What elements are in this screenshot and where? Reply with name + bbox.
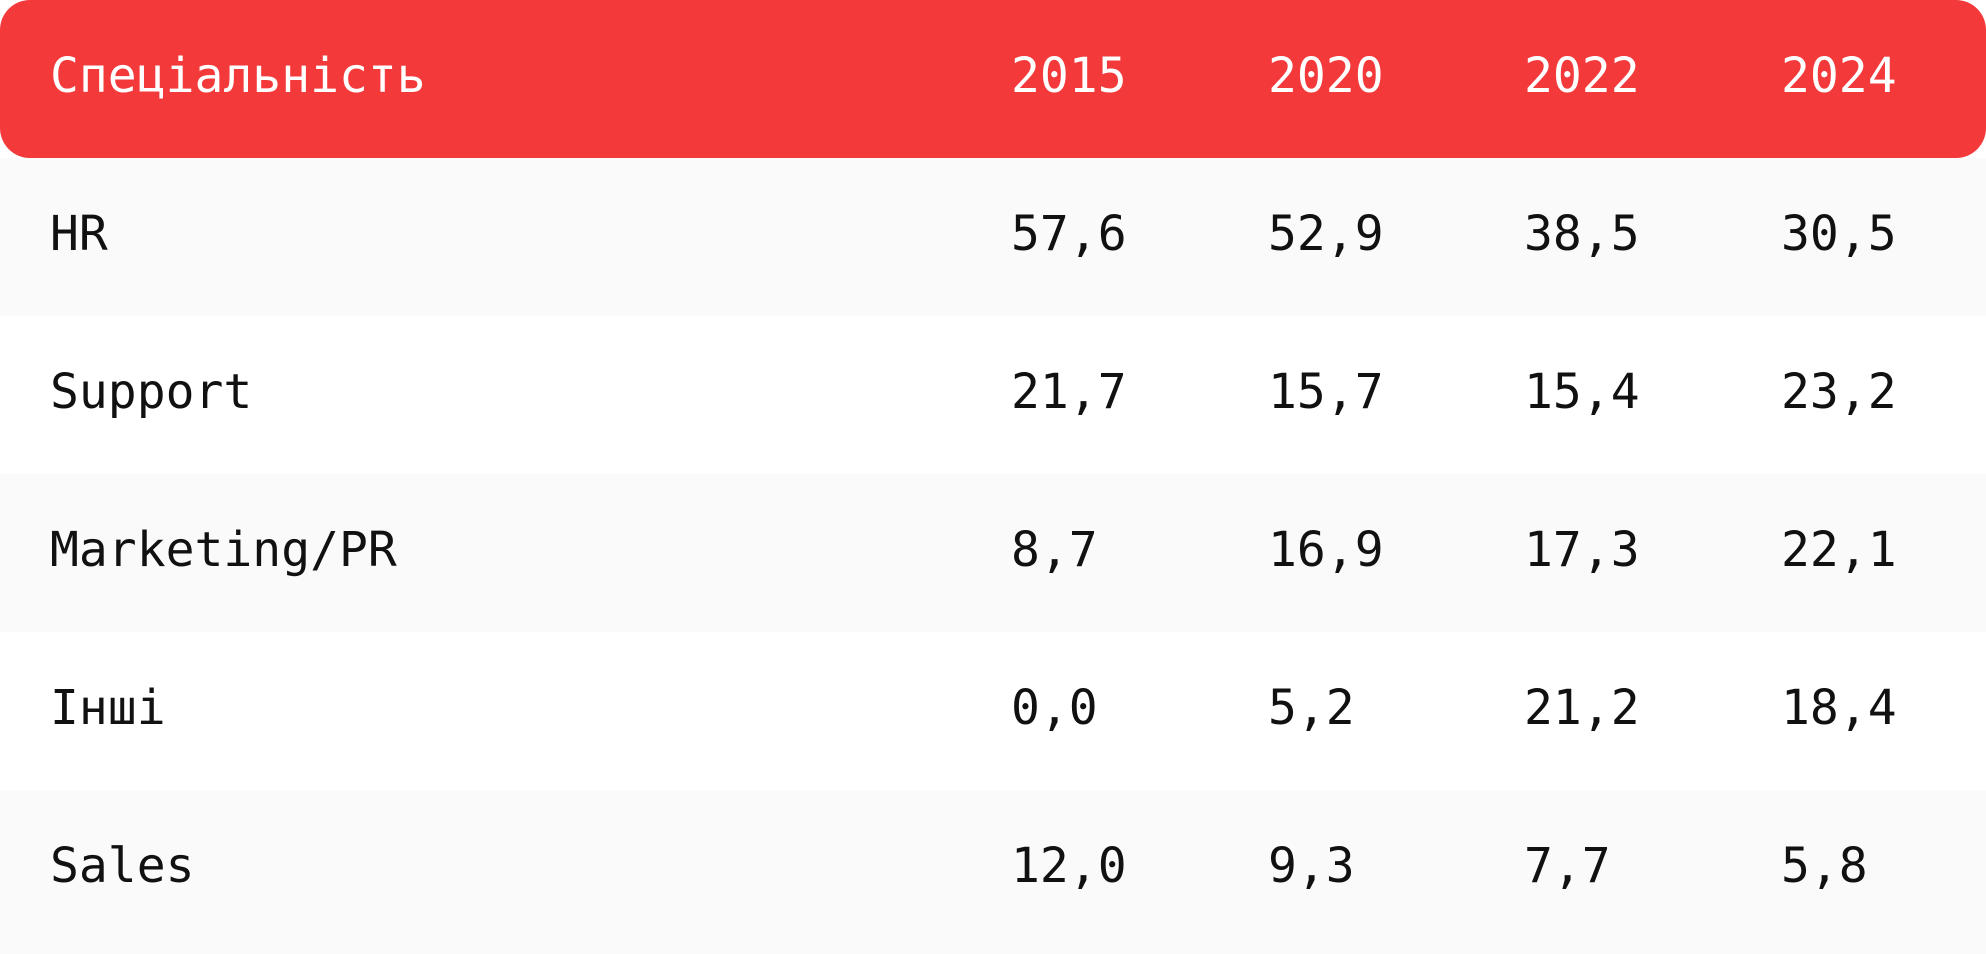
cell-value: 5,8 — [1781, 838, 1868, 894]
row-label: HR — [50, 206, 108, 262]
row-label: Sales — [50, 838, 195, 894]
cell-value: 15,4 — [1524, 364, 1640, 420]
table-row: Support 21,7 15,7 15,4 23,2 — [0, 316, 1986, 474]
cell-value: 5,2 — [1268, 680, 1355, 736]
cell-value: 12,0 — [1011, 838, 1127, 894]
cell-value: 15,7 — [1268, 364, 1384, 420]
row-label: Support — [50, 364, 253, 420]
cell-value: 8,7 — [1011, 522, 1098, 578]
cell-value: 16,9 — [1268, 522, 1384, 578]
cell-value: 21,7 — [1011, 364, 1127, 420]
cell-value: 30,5 — [1781, 206, 1897, 262]
row-label: Marketing/PR — [50, 522, 397, 578]
header-year-2022: 2022 — [1524, 48, 1640, 104]
header-specialty: Спеціальність — [50, 48, 426, 104]
header-year-2020: 2020 — [1268, 48, 1384, 104]
cell-value: 17,3 — [1524, 522, 1640, 578]
table-row: Sales 12,0 9,3 7,7 5,8 — [0, 790, 1986, 954]
cell-value: 22,1 — [1781, 522, 1897, 578]
table-row: Інші 0,0 5,2 21,2 18,4 — [0, 632, 1986, 790]
header-year-2024: 2024 — [1781, 48, 1897, 104]
cell-value: 23,2 — [1781, 364, 1897, 420]
cell-value: 0,0 — [1011, 680, 1098, 736]
header-year-2015: 2015 — [1011, 48, 1127, 104]
cell-value: 52,9 — [1268, 206, 1384, 262]
table-row: Marketing/PR 8,7 16,9 17,3 22,1 — [0, 474, 1986, 632]
cell-value: 18,4 — [1781, 680, 1897, 736]
row-label: Інші — [50, 680, 166, 736]
table-row: HR 57,6 52,9 38,5 30,5 — [0, 158, 1986, 316]
cell-value: 9,3 — [1268, 838, 1355, 894]
cell-value: 21,2 — [1524, 680, 1640, 736]
cell-value: 7,7 — [1524, 838, 1611, 894]
cell-value: 38,5 — [1524, 206, 1640, 262]
table-header-row: Спеціальність 2015 2020 2022 2024 — [0, 0, 1986, 158]
cell-value: 57,6 — [1011, 206, 1127, 262]
